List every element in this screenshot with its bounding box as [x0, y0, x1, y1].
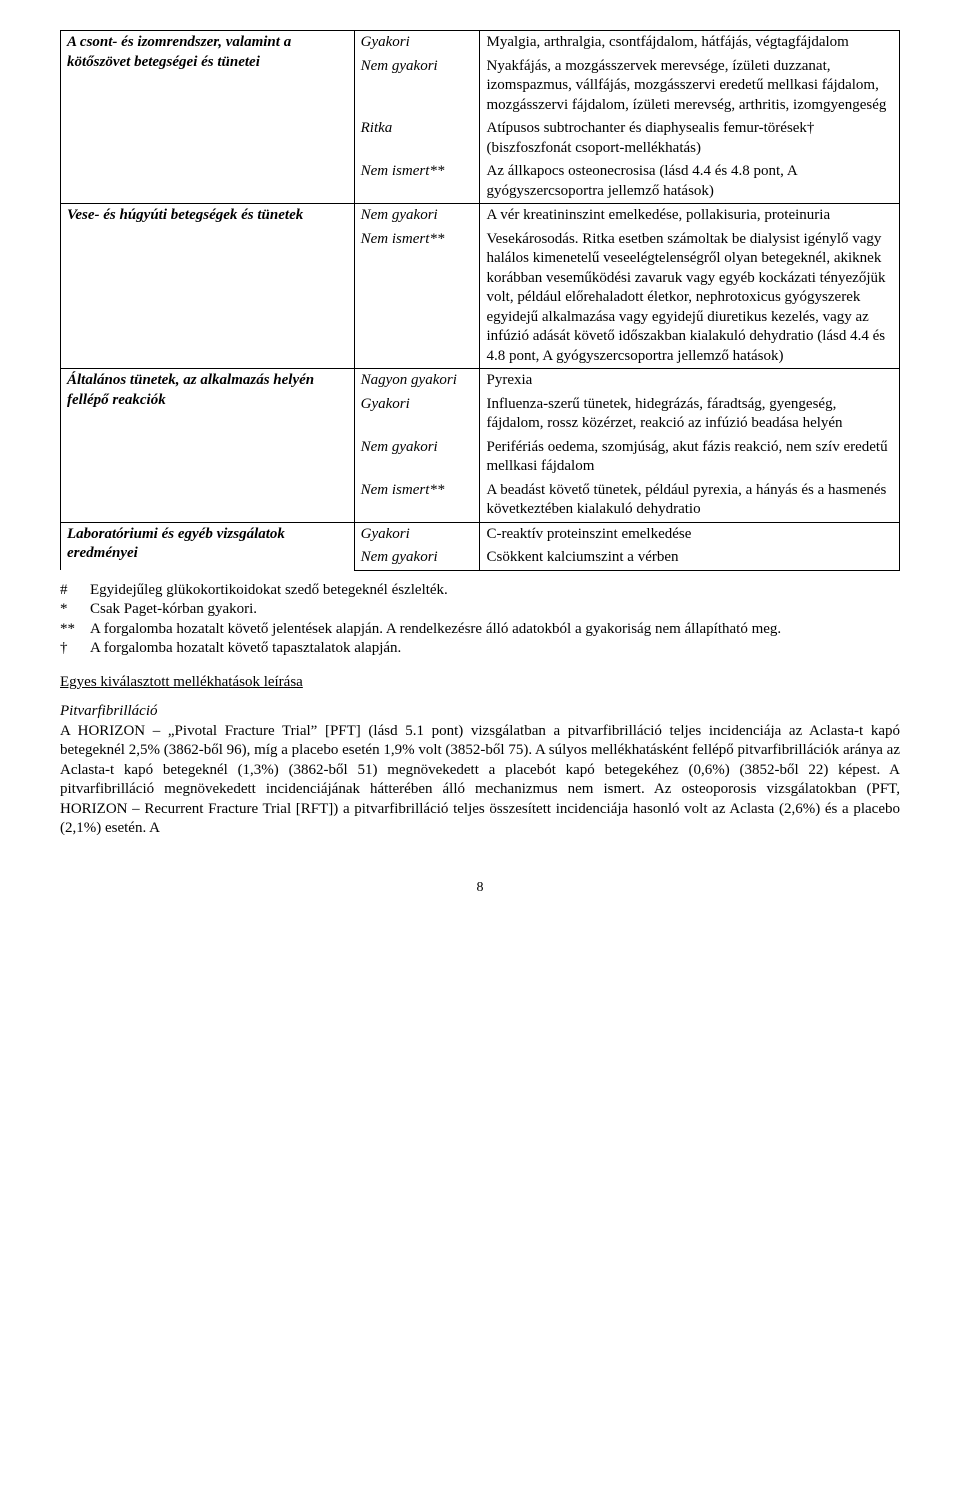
freq-cell: Nem gyakori — [354, 546, 480, 570]
reaction-cell: Influenza-szerű tünetek, hidegrázás, fár… — [480, 393, 900, 436]
soc-cell: Vese- és húgyúti betegségek és tünetek — [61, 204, 355, 369]
footnote-text: A forgalomba hozatalt követő tapasztalat… — [90, 639, 900, 659]
page-number: 8 — [60, 879, 900, 897]
freq-cell: Ritka — [354, 117, 480, 160]
footnote-row: * Csak Paget-kórban gyakori. — [60, 600, 900, 620]
freq-cell: Gyakori — [354, 393, 480, 436]
freq-cell: Gyakori — [354, 522, 480, 546]
footnote-row: † A forgalomba hozatalt követő tapasztal… — [60, 639, 900, 659]
table-row: Általános tünetek, az alkalmazás helyén … — [61, 369, 900, 393]
af-body: A HORIZON – „Pivotal Fracture Trial” [PF… — [60, 722, 900, 839]
footnote-symbol: # — [60, 581, 90, 601]
footnote-symbol: † — [60, 639, 90, 659]
soc-cell: Laboratóriumi és egyéb vizsgálatok eredm… — [61, 522, 355, 570]
footnote-symbol: ** — [60, 620, 90, 640]
table-body: A csont- és izomrendszer, valamint a köt… — [61, 31, 900, 571]
footnote-row: # Egyidejűleg glükokortikoidokat szedő b… — [60, 581, 900, 601]
footnote-text: A forgalomba hozatalt követő jelentések … — [90, 620, 900, 640]
footnote-text: Csak Paget-kórban gyakori. — [90, 600, 900, 620]
soc-cell: Általános tünetek, az alkalmazás helyén … — [61, 369, 355, 523]
freq-cell: Gyakori — [354, 31, 480, 55]
freq-cell: Nem gyakori — [354, 55, 480, 118]
freq-cell: Nem ismert** — [354, 479, 480, 523]
freq-cell: Nagyon gyakori — [354, 369, 480, 393]
freq-cell: Nem gyakori — [354, 436, 480, 479]
af-heading: Pitvarfibrilláció — [60, 702, 900, 722]
table-row: Laboratóriumi és egyéb vizsgálatok eredm… — [61, 522, 900, 546]
reaction-cell: Nyakfájás, a mozgásszervek merevsége, íz… — [480, 55, 900, 118]
freq-cell: Nem gyakori — [354, 204, 480, 228]
adverse-reactions-table: A csont- és izomrendszer, valamint a köt… — [60, 30, 900, 571]
footnote-row: ** A forgalomba hozatalt követő jelentés… — [60, 620, 900, 640]
reaction-cell: Perifériás oedema, szomjúság, akut fázis… — [480, 436, 900, 479]
freq-cell: Nem ismert** — [354, 228, 480, 369]
reaction-cell: Atípusos subtrochanter és diaphysealis f… — [480, 117, 900, 160]
reaction-cell: C-reaktív proteinszint emelkedése — [480, 522, 900, 546]
freq-cell: Nem ismert** — [354, 160, 480, 204]
soc-cell: A csont- és izomrendszer, valamint a köt… — [61, 31, 355, 204]
table-row: A csont- és izomrendszer, valamint a köt… — [61, 31, 900, 55]
footnote-symbol: * — [60, 600, 90, 620]
reaction-cell: Az állkapocs osteonecrosisa (lásd 4.4 és… — [480, 160, 900, 204]
selected-effects-heading: Egyes kiválasztott mellékhatások leírása — [60, 673, 900, 693]
reaction-cell: Myalgia, arthralgia, csontfájdalom, hátf… — [480, 31, 900, 55]
footnote-text: Egyidejűleg glükokortikoidokat szedő bet… — [90, 581, 900, 601]
reaction-cell: A beadást követő tünetek, például pyrexi… — [480, 479, 900, 523]
reaction-cell: A vér kreatininszint emelkedése, pollaki… — [480, 204, 900, 228]
reaction-cell: Pyrexia — [480, 369, 900, 393]
reaction-cell: Vesekárosodás. Ritka esetben számoltak b… — [480, 228, 900, 369]
table-row: Vese- és húgyúti betegségek és tünetek N… — [61, 204, 900, 228]
reaction-cell: Csökkent kalciumszint a vérben — [480, 546, 900, 570]
footnotes-block: # Egyidejűleg glükokortikoidokat szedő b… — [60, 581, 900, 659]
